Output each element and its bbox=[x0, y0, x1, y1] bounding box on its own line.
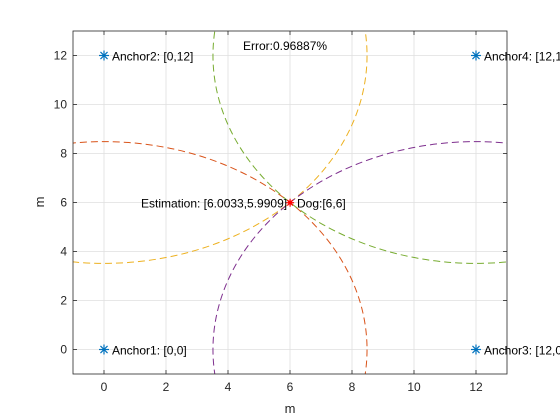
y-tick-label-6: 12 bbox=[54, 49, 68, 63]
y-tick-label-0: 0 bbox=[60, 343, 67, 357]
estimation-label: Estimation: [6.0033,5.9909] bbox=[141, 197, 287, 211]
y-tick-label-3: 6 bbox=[60, 196, 67, 210]
error-annotation: Error:0.96887% bbox=[243, 39, 327, 53]
x-tick-label-5: 10 bbox=[407, 380, 421, 394]
y-tick-label-1: 2 bbox=[60, 294, 67, 308]
annotations: Anchor1: [0,0] Anchor2: [0,12] Anchor3: [1… bbox=[112, 50, 560, 358]
x-tick-label-6: 12 bbox=[469, 380, 483, 394]
x-tick-label-3: 6 bbox=[287, 380, 294, 394]
anchor-label-2: Anchor2: [0,12] bbox=[112, 50, 193, 64]
markers bbox=[99, 50, 481, 355]
y-tick-label-4: 8 bbox=[60, 147, 67, 161]
anchor-label-4: Anchor4: [12,12] bbox=[484, 50, 560, 64]
y-axis-label: m bbox=[32, 197, 47, 208]
range-circle-4 bbox=[212, 31, 507, 264]
anchor-label-3: Anchor3: [12,0] bbox=[484, 344, 560, 358]
anchor-label-1: Anchor1: [0,0] bbox=[112, 344, 187, 358]
range-circle-3 bbox=[212, 141, 507, 374]
x-axis-label: m bbox=[285, 401, 296, 416]
anchor-marker-4 bbox=[471, 50, 481, 61]
anchor-marker-3 bbox=[471, 344, 481, 355]
anchor-marker-2 bbox=[99, 50, 109, 61]
x-tick-label-4: 8 bbox=[349, 380, 356, 394]
dog-label: Dog:[6,6] bbox=[297, 197, 346, 211]
x-tick-label-0: 0 bbox=[101, 380, 108, 394]
range-circle-2 bbox=[73, 31, 368, 264]
dog-marker bbox=[288, 200, 292, 205]
anchor-marker-1 bbox=[99, 344, 109, 355]
axis-ticks: 0 2 4 6 8 10 12 0 2 4 6 8 10 12 bbox=[54, 31, 507, 394]
x-tick-label-2: 4 bbox=[225, 380, 232, 394]
y-tick-label-5: 10 bbox=[54, 98, 68, 112]
y-tick-label-2: 4 bbox=[60, 245, 67, 259]
x-tick-label-1: 2 bbox=[163, 380, 170, 394]
range-circle-1 bbox=[73, 141, 368, 374]
